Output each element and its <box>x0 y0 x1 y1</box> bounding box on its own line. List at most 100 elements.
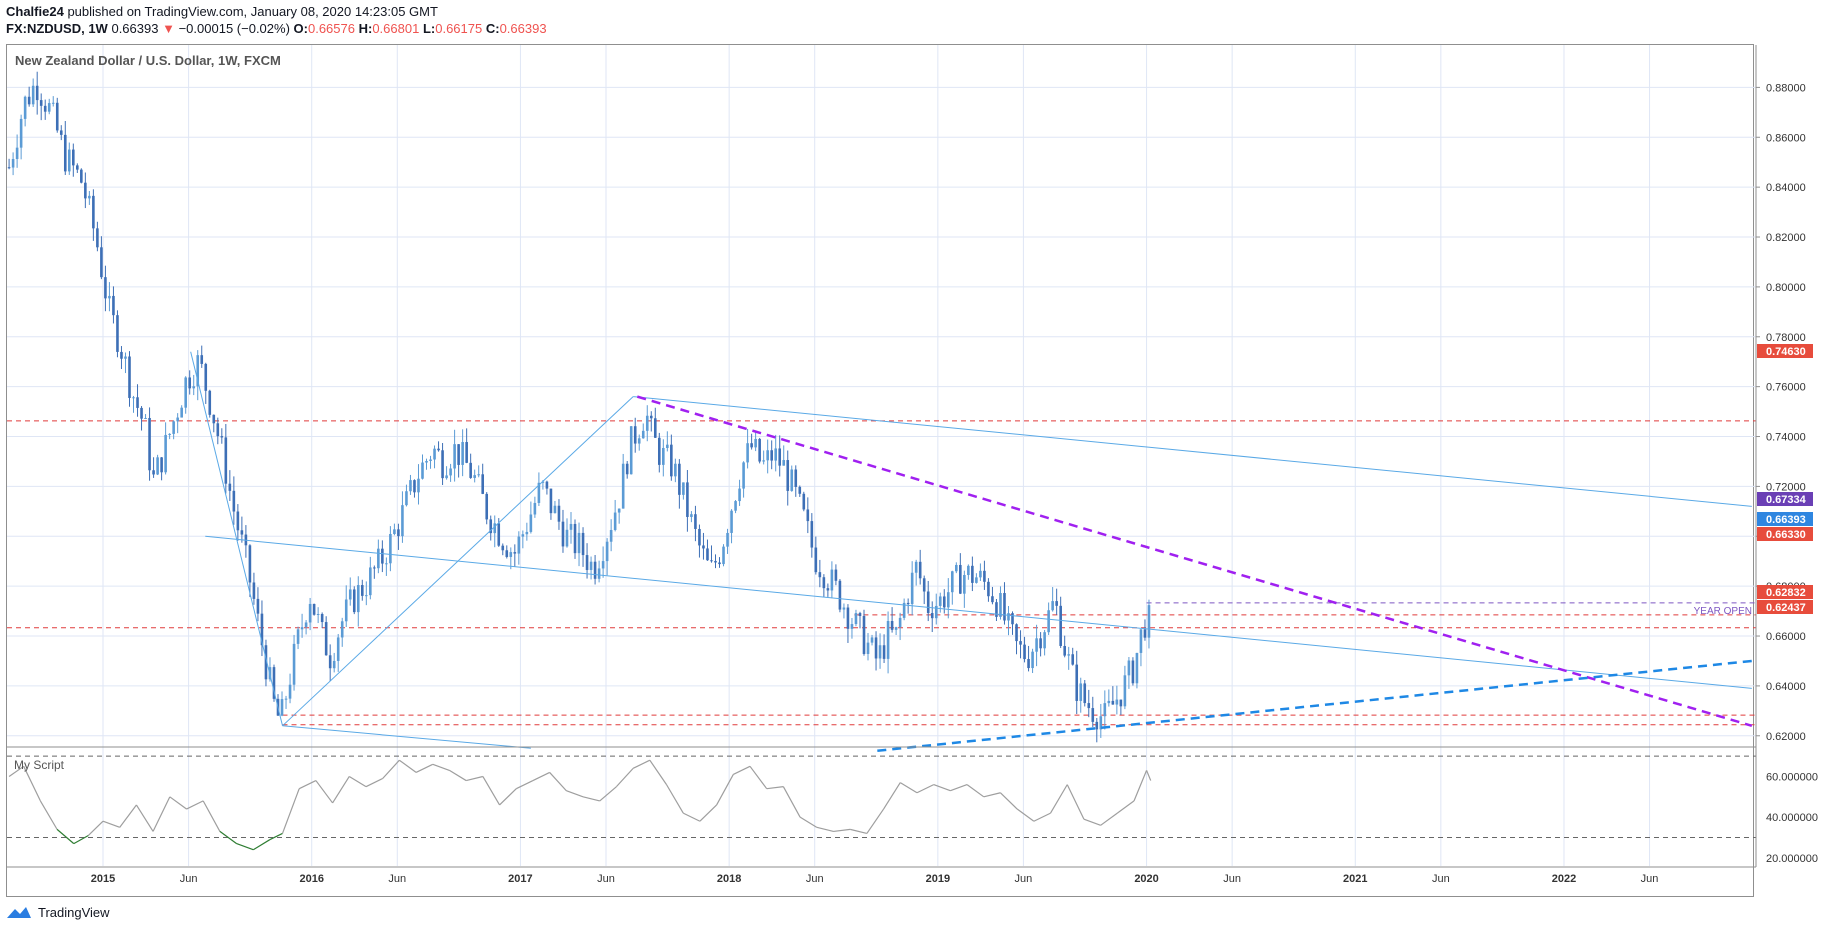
candle-body <box>754 438 757 448</box>
rsi-segment <box>399 759 417 773</box>
candle-body <box>120 351 123 359</box>
rsi-segment <box>186 800 204 810</box>
candle-body <box>180 407 183 418</box>
x-tick-label: Jun <box>1432 873 1450 885</box>
candle-body <box>906 602 910 605</box>
candle-body <box>348 589 352 600</box>
rsi-segment <box>1100 812 1118 826</box>
candle-body <box>742 462 745 489</box>
rsi-segment <box>39 800 58 830</box>
candle-body <box>63 134 67 172</box>
candle-body <box>521 534 525 537</box>
candle-body <box>76 165 79 170</box>
candle-body <box>124 356 127 359</box>
candle-body <box>549 488 553 514</box>
candle-body <box>1019 641 1022 645</box>
candle-body <box>569 523 573 530</box>
candle-body <box>878 645 882 659</box>
rsi-y-tick-label: 40.000000 <box>1766 812 1818 824</box>
candle-body <box>228 483 232 491</box>
candle-body <box>870 637 874 643</box>
candle-body <box>39 100 43 106</box>
candle-body <box>987 581 990 597</box>
candle-body <box>216 423 220 437</box>
candle-body <box>340 621 344 638</box>
candle-body <box>352 589 356 613</box>
trend-line <box>190 351 283 726</box>
candle-body <box>778 448 782 466</box>
candle-body <box>324 622 328 656</box>
candle-body <box>336 637 340 661</box>
candle-body <box>224 437 228 484</box>
rsi-segment <box>699 804 718 822</box>
candle-body <box>890 621 894 630</box>
rsi-y-tick-label: 20.000000 <box>1766 853 1818 865</box>
x-tick-label: Jun <box>597 873 615 885</box>
candle-body <box>983 570 986 582</box>
tradingview-footer[interactable]: TradingView <box>6 904 110 920</box>
candle-body <box>1123 675 1127 707</box>
rsi-segment <box>749 765 768 790</box>
candle-body <box>184 377 187 408</box>
candle-body <box>637 438 641 444</box>
candle-body <box>509 552 513 557</box>
rsi-segment <box>1050 784 1068 814</box>
candle-body <box>991 596 994 603</box>
candles <box>7 71 1151 743</box>
candle-body <box>172 421 175 434</box>
price-tag-bg <box>1757 527 1813 541</box>
rsi-segment <box>298 780 317 790</box>
candle-body <box>284 698 288 700</box>
candle-body <box>1047 610 1050 633</box>
trend-line <box>282 725 531 749</box>
candle-body <box>84 182 87 199</box>
candle-body <box>726 532 729 547</box>
candle-body <box>108 295 111 299</box>
candle-body <box>67 149 71 172</box>
candle-body <box>252 582 256 599</box>
candle-body <box>770 450 773 461</box>
rsi-segment <box>782 786 801 818</box>
candle-body <box>670 444 673 477</box>
candle-body <box>814 547 818 573</box>
candle-body <box>1103 703 1107 717</box>
candle-body <box>585 555 589 570</box>
candle-body <box>649 415 653 419</box>
rsi-segment <box>883 782 901 810</box>
price-tags: 0.74630 0.67334 0.66393 0.66330 0.62832 0.624… <box>1757 344 1813 614</box>
candle-body <box>934 605 938 619</box>
candle-body <box>617 508 621 513</box>
candle-body <box>136 397 139 408</box>
rsi-segment <box>87 820 104 836</box>
candle-body <box>609 530 613 542</box>
candle-body <box>385 563 388 565</box>
candle-body <box>92 195 95 229</box>
rsi-segment <box>236 843 254 851</box>
candle-body <box>453 444 456 469</box>
x-tick-label: 2015 <box>91 873 115 885</box>
candle-body <box>208 390 212 415</box>
rsi-segment <box>933 784 951 792</box>
price-change: −0.00015 (−0.02%) <box>178 21 290 36</box>
candle-body <box>995 602 998 617</box>
rsi-segment <box>102 820 120 828</box>
y-tick-label: 0.76000 <box>1766 382 1806 394</box>
candle-body <box>722 546 725 565</box>
candle-body <box>645 415 649 431</box>
candle-body <box>481 474 485 494</box>
rsi-y-tick-label: 60.000000 <box>1766 771 1818 783</box>
candle-body <box>1035 638 1038 652</box>
y-tick-label: 0.74000 <box>1766 432 1806 444</box>
author-name[interactable]: Chalfie24 <box>6 4 64 19</box>
candle-body <box>437 448 440 451</box>
candle-body <box>658 437 661 465</box>
publish-info: Chalfie24 published on TradingView.com, … <box>6 4 438 19</box>
candle-body <box>979 570 982 578</box>
candle-body <box>914 561 918 573</box>
candle-body <box>196 355 200 387</box>
candle-body <box>589 561 593 570</box>
y-tick-label: 0.88000 <box>1766 82 1806 94</box>
y-tick-label: 0.62000 <box>1766 731 1806 743</box>
price-tag-value: 0.66393 <box>1766 514 1806 526</box>
